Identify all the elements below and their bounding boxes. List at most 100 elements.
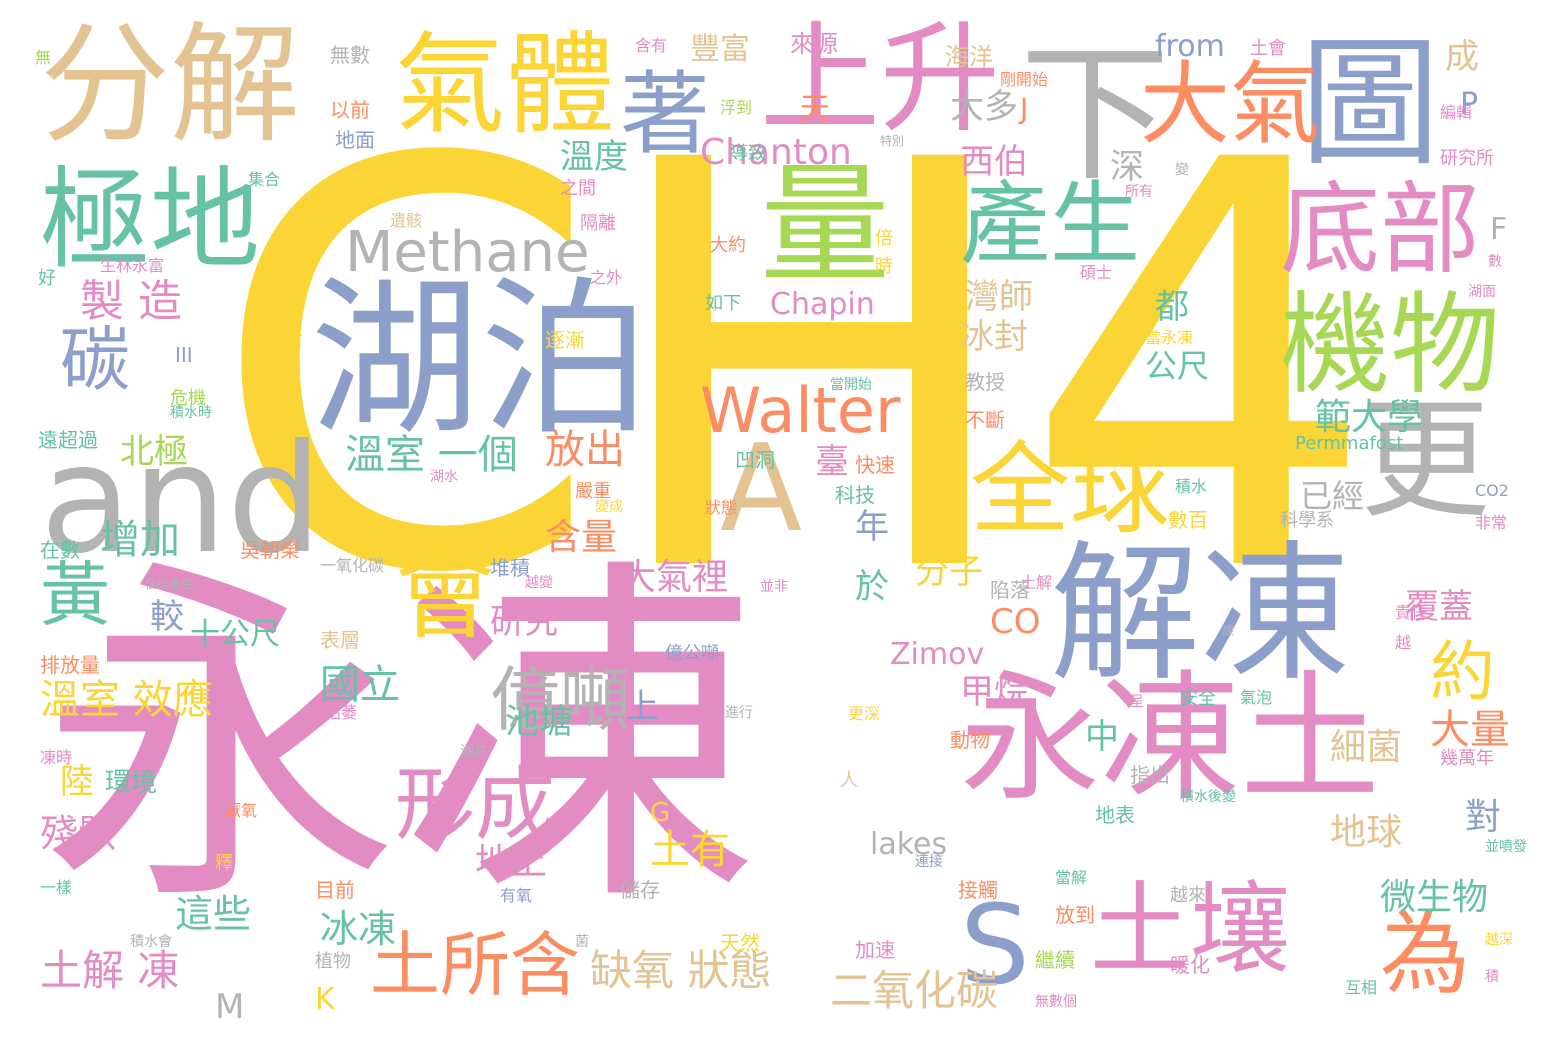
word-zimov: Zimov — [890, 637, 985, 672]
word-g: G — [650, 798, 671, 828]
word-不斷: 不斷 — [965, 408, 1005, 432]
word-co: CO — [990, 602, 1041, 642]
word-碩士: 碩士 — [1080, 263, 1113, 282]
word-已經: 已經 — [1300, 477, 1365, 515]
word-越來: 越來 — [1170, 885, 1206, 906]
word-會: 會 — [395, 536, 495, 653]
word-上: 上 — [625, 687, 659, 727]
word-當解: 當解 — [1055, 868, 1088, 887]
word-公尺: 公尺 — [1145, 347, 1210, 385]
word-如下: 如下 — [705, 293, 741, 314]
word-湖泊: 湖泊 — [310, 261, 651, 459]
word-億公噸: 億公噸 — [665, 643, 719, 664]
word-北極: 北極 — [120, 432, 188, 472]
word-lakes: lakes — [870, 827, 948, 862]
word-地面: 地面 — [335, 128, 375, 152]
word-湖水: 湖水 — [430, 469, 458, 485]
word-都: 都 — [1155, 287, 1189, 327]
word-之外: 之外 — [590, 268, 623, 287]
word-對: 對 — [1465, 797, 1502, 838]
word-責任: 責任 — [1395, 603, 1428, 622]
word-越變: 越變 — [525, 575, 553, 591]
word-深: 深 — [1110, 147, 1144, 187]
word-天: 天 — [800, 92, 830, 127]
word-低而產生: 低而產生 — [145, 577, 194, 591]
word-釋: 釋 — [215, 853, 233, 874]
word-溫度: 溫度 — [560, 137, 628, 177]
word-好: 好 — [38, 268, 56, 289]
word-冰凍: 冰凍 — [320, 907, 397, 951]
word-iii: III — [175, 343, 193, 367]
word-動物: 動物 — [950, 728, 990, 752]
word-氣泡: 氣泡 — [1240, 688, 1273, 707]
word-連接: 連接 — [915, 854, 943, 870]
word-methane: Methane — [345, 220, 590, 285]
word-積水會: 積水會 — [130, 934, 172, 950]
word-範大學: 範大學 — [1315, 397, 1424, 438]
word-微生物: 微生物 — [1380, 877, 1489, 918]
word-永凍土: 永凍土 — [960, 658, 1381, 821]
word-一氧化碳: 一氧化碳 — [320, 556, 385, 575]
word-浮到: 浮到 — [720, 98, 753, 117]
word-遺骸: 遺骸 — [390, 211, 423, 230]
word-當永凍: 當永凍 — [1145, 328, 1194, 347]
word-放出: 放出 — [545, 427, 625, 473]
word-冰封: 冰封 — [960, 317, 1028, 357]
word-暖化: 暖化 — [1170, 953, 1210, 977]
word-數: 數 — [1488, 254, 1502, 270]
word-特別: 特別 — [880, 134, 905, 148]
word-陷落: 陷落 — [990, 578, 1030, 602]
word-倍: 倍 — [875, 228, 893, 249]
word-來源: 來源 — [790, 30, 838, 58]
word-chanton: Chanton — [700, 132, 852, 173]
word-積水: 積水 — [1175, 477, 1208, 496]
word-堆積: 堆積 — [490, 556, 530, 580]
word-地上: 地上 — [475, 842, 548, 883]
word-walter: Walter — [700, 374, 901, 447]
word-非常: 非常 — [1475, 513, 1508, 532]
word-國立: 國立 — [320, 662, 400, 708]
word-目前: 目前 — [315, 878, 355, 902]
word-儲存: 儲存 — [620, 878, 660, 902]
word-and: and — [40, 413, 323, 587]
word-幾萬年: 幾萬年 — [1440, 748, 1494, 769]
word-植物: 植物 — [315, 951, 351, 972]
word-成: 成 — [1445, 37, 1479, 77]
word-教授: 教授 — [965, 370, 1005, 394]
word-較: 較 — [150, 597, 184, 637]
word-於: 於 — [855, 567, 889, 607]
word-越深: 越深 — [1485, 932, 1513, 948]
word-研究: 研究 — [490, 602, 558, 642]
word-研究所: 研究所 — [1440, 148, 1494, 169]
word-十公尺: 十公尺 — [190, 617, 280, 652]
word-積: 積 — [1485, 969, 1499, 985]
word-所有: 所有 — [1125, 184, 1153, 200]
word-覆蓋: 覆蓋 — [1405, 587, 1473, 627]
word-變成: 變成 — [595, 499, 623, 515]
word-增加: 增加 — [100, 517, 180, 563]
word-年: 年 — [855, 507, 889, 547]
word-黃: 黃 — [40, 554, 110, 636]
word-生林永富: 生林永富 — [100, 256, 165, 275]
word-f: F — [1490, 212, 1508, 247]
word-大多: 大多 — [950, 87, 1018, 127]
word-厭氧: 厭氧 — [225, 801, 258, 820]
word-接觸: 接觸 — [958, 878, 998, 902]
word-枯萎: 枯萎 — [325, 703, 358, 722]
word-大氣裡: 大氣裡 — [620, 557, 729, 598]
word-製造: 製 造 — [80, 276, 182, 327]
word-m: M — [215, 987, 245, 1027]
word-大氣: 大氣 — [1140, 52, 1320, 157]
word-土解: 土解 — [1020, 573, 1053, 592]
word-溫室效應: 溫室 效應 — [40, 677, 213, 723]
word-地球: 地球 — [1330, 812, 1403, 853]
word-嚴重: 嚴重 — [575, 481, 611, 502]
word-k: K — [315, 982, 335, 1017]
word-科學系: 科學系 — [1280, 510, 1334, 531]
word-呈: 呈 — [1130, 694, 1144, 710]
word-人: 人 — [840, 770, 858, 791]
word-菌: 菌 — [575, 934, 589, 950]
word-變: 變 — [1175, 162, 1189, 178]
word-灣師: 灣師 — [965, 277, 1033, 317]
